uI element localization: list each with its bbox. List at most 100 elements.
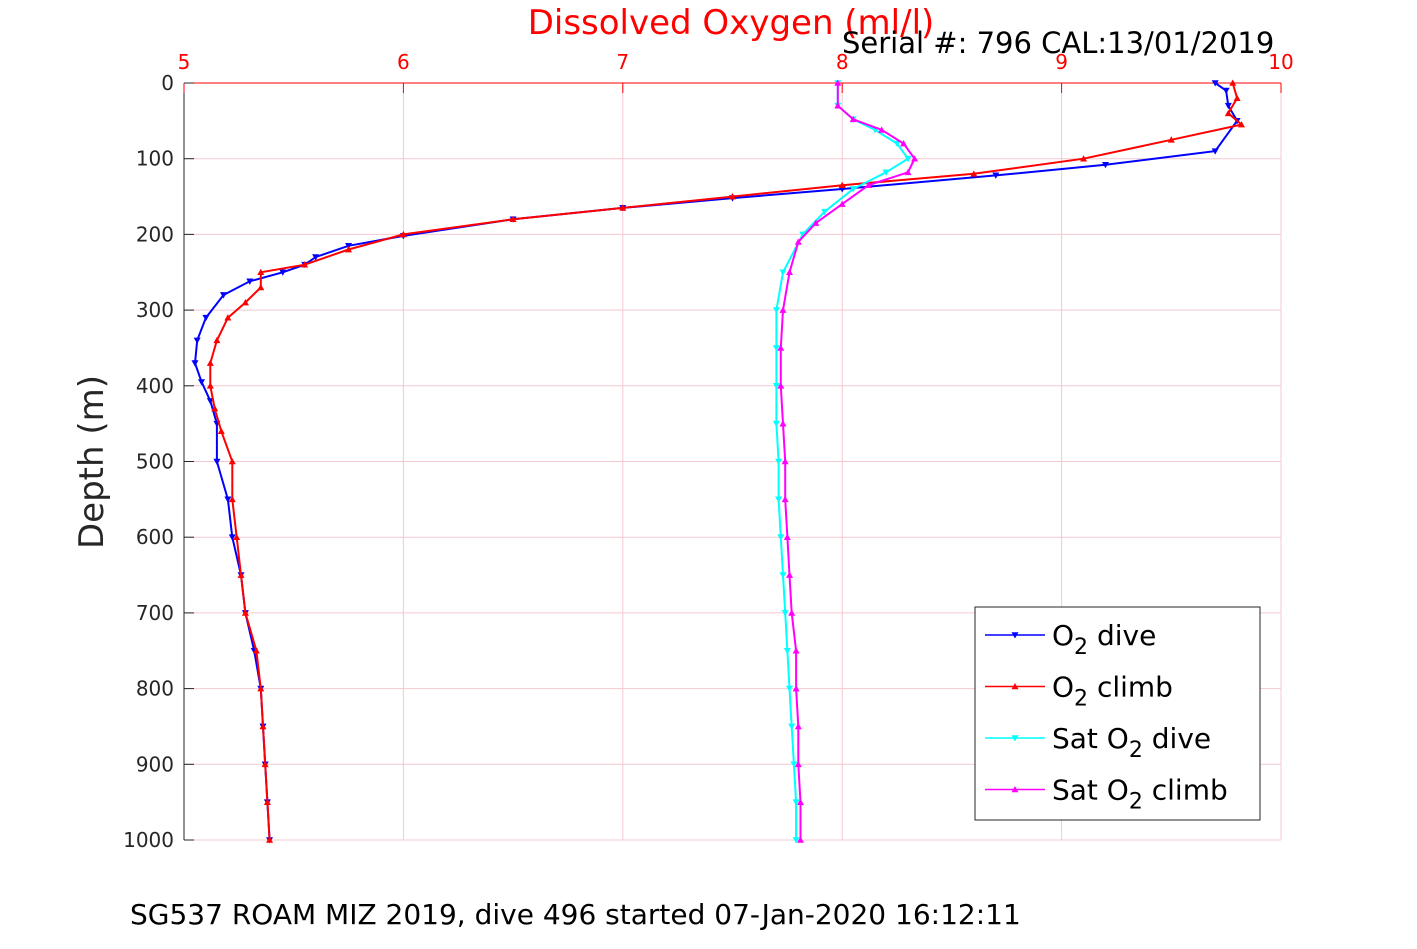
data-point	[779, 572, 787, 579]
data-point	[1211, 148, 1219, 155]
legend-entry: Sat O2 dive	[1052, 722, 1211, 763]
data-point	[213, 458, 221, 465]
legend-entry: Sat O2 climb	[1052, 774, 1228, 815]
data-point	[794, 722, 802, 730]
x-tick-label: 10	[1268, 50, 1293, 74]
data-point	[301, 261, 309, 268]
legend-entry-main: O	[1052, 619, 1074, 652]
series-line	[209, 82, 1244, 841]
data-point	[893, 140, 901, 148]
data-point	[1233, 94, 1241, 101]
y-tick-label: 900	[136, 752, 174, 776]
data-point	[911, 155, 919, 162]
data-point	[786, 268, 794, 276]
data-point	[399, 230, 407, 238]
series-sat-o2-dive	[772, 80, 912, 844]
data-point	[781, 610, 789, 617]
data-point	[729, 193, 736, 200]
series-line	[775, 83, 910, 840]
data-point	[792, 837, 800, 844]
data-point	[779, 420, 787, 427]
data-point	[970, 170, 978, 177]
data-point	[794, 238, 802, 245]
data-point	[777, 534, 785, 541]
data-point	[838, 181, 846, 188]
data-point	[783, 647, 791, 655]
plot-series	[191, 79, 1246, 844]
data-point	[619, 204, 627, 211]
data-point	[312, 254, 320, 261]
data-point	[792, 647, 800, 654]
data-point	[882, 169, 890, 176]
data-point	[772, 345, 780, 352]
x-tick-label: 8	[836, 50, 849, 74]
legend-swatch-marker	[1011, 632, 1019, 639]
data-point	[797, 836, 805, 843]
chart-title: Dissolved Oxygen (ml/l)	[528, 3, 935, 43]
data-point	[834, 79, 842, 86]
data-point	[263, 798, 271, 805]
data-point	[838, 200, 846, 207]
data-point	[228, 458, 236, 465]
data-point	[775, 458, 783, 465]
legend-entry-tail: dive	[1143, 722, 1211, 755]
data-point	[812, 219, 820, 226]
y-tick-label: 100	[136, 147, 174, 171]
y-tick-label: 0	[161, 71, 174, 95]
data-point	[1211, 80, 1219, 87]
data-point	[279, 269, 287, 276]
x-tick-label: 6	[397, 50, 410, 74]
data-point	[219, 292, 227, 299]
y-tick-label: 400	[136, 374, 174, 398]
data-point	[198, 379, 206, 386]
data-point	[878, 126, 886, 133]
data-point	[781, 495, 789, 503]
legend-entry-subscript: 2	[1129, 738, 1143, 763]
data-point	[779, 306, 787, 313]
legend-entry-subscript: 2	[1129, 790, 1143, 815]
data-point	[509, 215, 517, 223]
y-tick-label: 300	[136, 298, 174, 322]
data-point	[788, 723, 796, 730]
y-axis-label: Depth (m)	[72, 375, 112, 549]
data-point	[775, 496, 783, 503]
data-point	[259, 722, 267, 730]
legend-entry-main: Sat O	[1052, 722, 1129, 755]
y-tick-label: 600	[136, 525, 174, 549]
data-point	[1167, 136, 1175, 143]
data-point	[266, 836, 274, 843]
data-point	[904, 155, 912, 163]
legend-entry: O2 climb	[1052, 671, 1173, 712]
x-tick-label: 5	[178, 50, 191, 74]
data-point	[792, 685, 800, 692]
data-point	[799, 231, 807, 238]
data-point	[786, 571, 794, 578]
x-tick-label: 7	[616, 50, 629, 74]
data-point	[224, 314, 232, 321]
legend-entry-subscript: 2	[1074, 635, 1088, 660]
legend-entry-tail: climb	[1143, 774, 1228, 807]
data-point	[1101, 161, 1109, 169]
serial-calibration-text: Serial #: 796 CAL:13/01/2019	[842, 26, 1275, 60]
y-tick-label: 700	[136, 601, 174, 625]
data-point	[1222, 87, 1230, 95]
data-point	[211, 405, 219, 412]
data-point	[228, 495, 236, 503]
data-point	[797, 798, 805, 805]
data-point	[206, 382, 214, 389]
data-point	[191, 360, 199, 367]
data-point	[849, 115, 857, 123]
data-point	[1080, 155, 1088, 162]
data-point	[217, 427, 225, 435]
data-point	[992, 172, 1000, 179]
data-point	[792, 799, 800, 806]
axis-labels: Dissolved Oxygen (ml/l) Depth (m)	[72, 3, 934, 549]
data-point	[228, 534, 236, 541]
series-o2-climb	[206, 79, 1246, 843]
data-point	[237, 571, 245, 578]
data-point	[202, 314, 210, 322]
data-point	[794, 760, 802, 768]
